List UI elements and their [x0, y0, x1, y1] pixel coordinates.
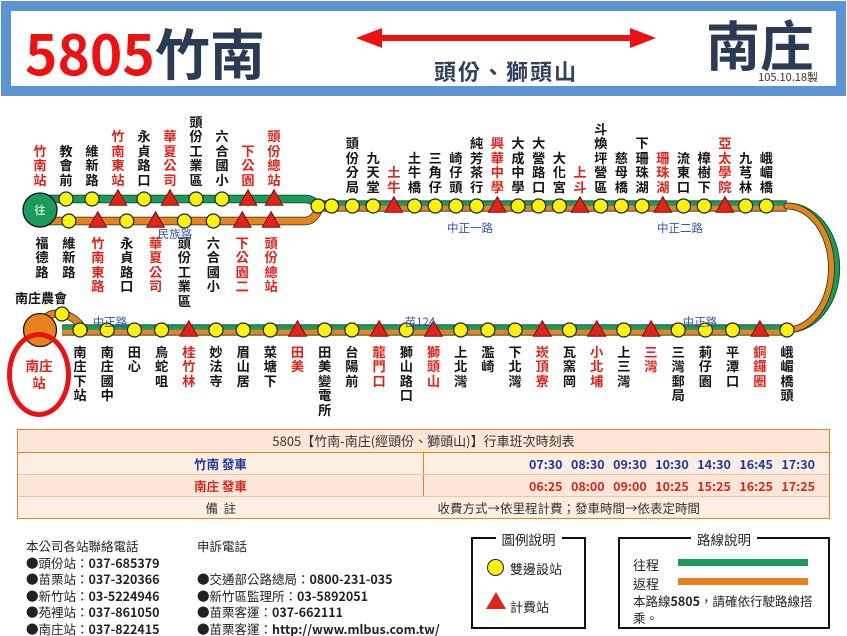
- svg-text:往: 往: [35, 202, 46, 218]
